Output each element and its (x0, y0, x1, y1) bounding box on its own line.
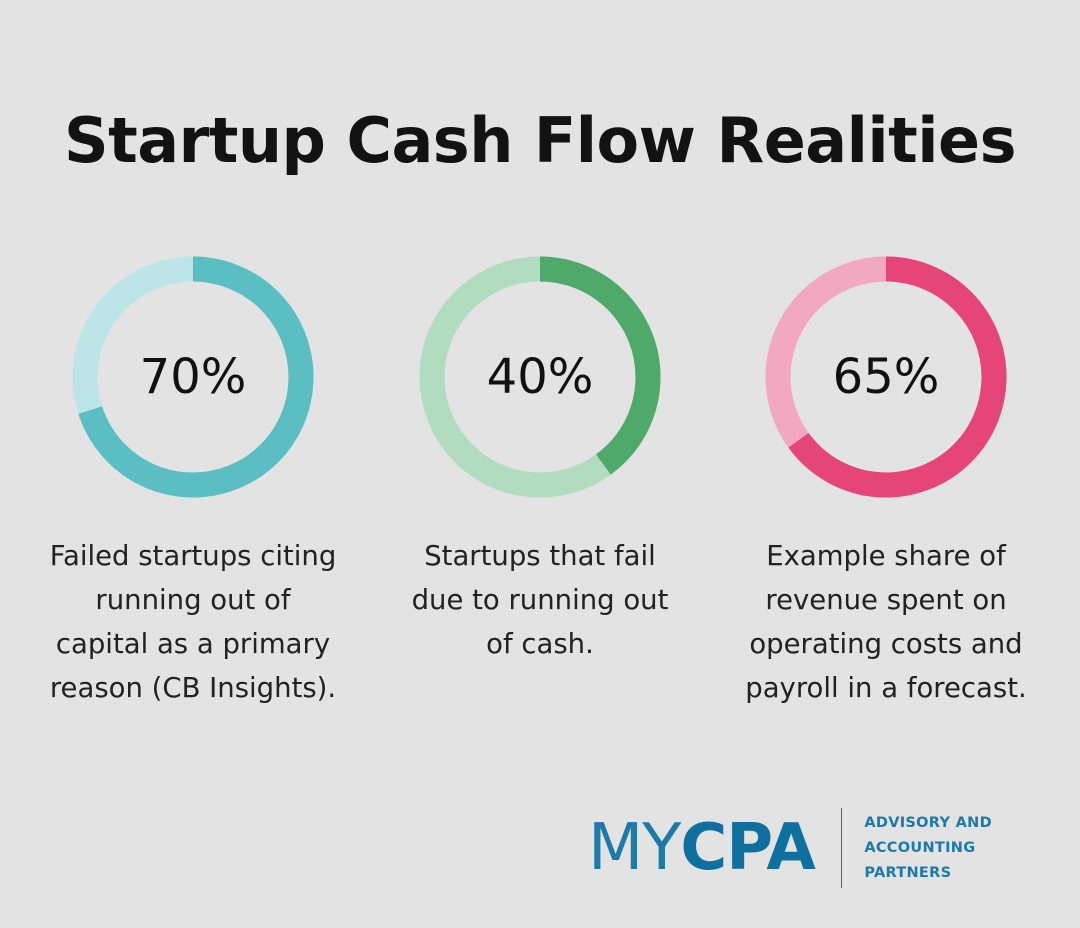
stat-card-2: 65% Example share of revenue spent on op… (736, 256, 1036, 710)
logo-tagline-line: ADVISORY AND (864, 814, 992, 831)
stat-description: Startups that fail due to running out of… (411, 540, 669, 660)
donut-value-label: 70% (139, 349, 247, 405)
stat-description: Example share of revenue spent on operat… (745, 540, 1027, 704)
donut-chart-1 (419, 256, 661, 498)
donut-value-label: 40% (486, 349, 594, 405)
logo-tagline-line: PARTNERS (864, 864, 952, 881)
logo-tagline: ADVISORY AND ACCOUNTING PARTNERS (864, 811, 992, 886)
logo-tagline-line: ACCOUNTING (864, 839, 976, 856)
stat-card-1: 40% Startups that fail due to running ou… (390, 256, 690, 666)
logo-my: MY (588, 811, 681, 885)
page-title: Startup Cash Flow Realities (64, 104, 1016, 177)
donut-value-arc (72, 256, 314, 498)
donut-chart-2 (765, 256, 1007, 498)
donut-value-arc (419, 256, 661, 498)
donut-value-arc (765, 256, 1007, 498)
stat-card-0: 70% Failed startups citing running out o… (43, 256, 343, 710)
logo-wordmark: MYCPA (588, 806, 816, 890)
stat-description: Failed startups citing running out of ca… (49, 540, 337, 704)
donut-value-label: 65% (832, 349, 940, 405)
logo-divider (840, 808, 843, 888)
logo-cpa: CPA (680, 811, 816, 885)
mycpa-logo: MYCPA ADVISORY AND ACCOUNTING PARTNERS (588, 806, 992, 890)
donut-chart-0 (72, 256, 314, 498)
